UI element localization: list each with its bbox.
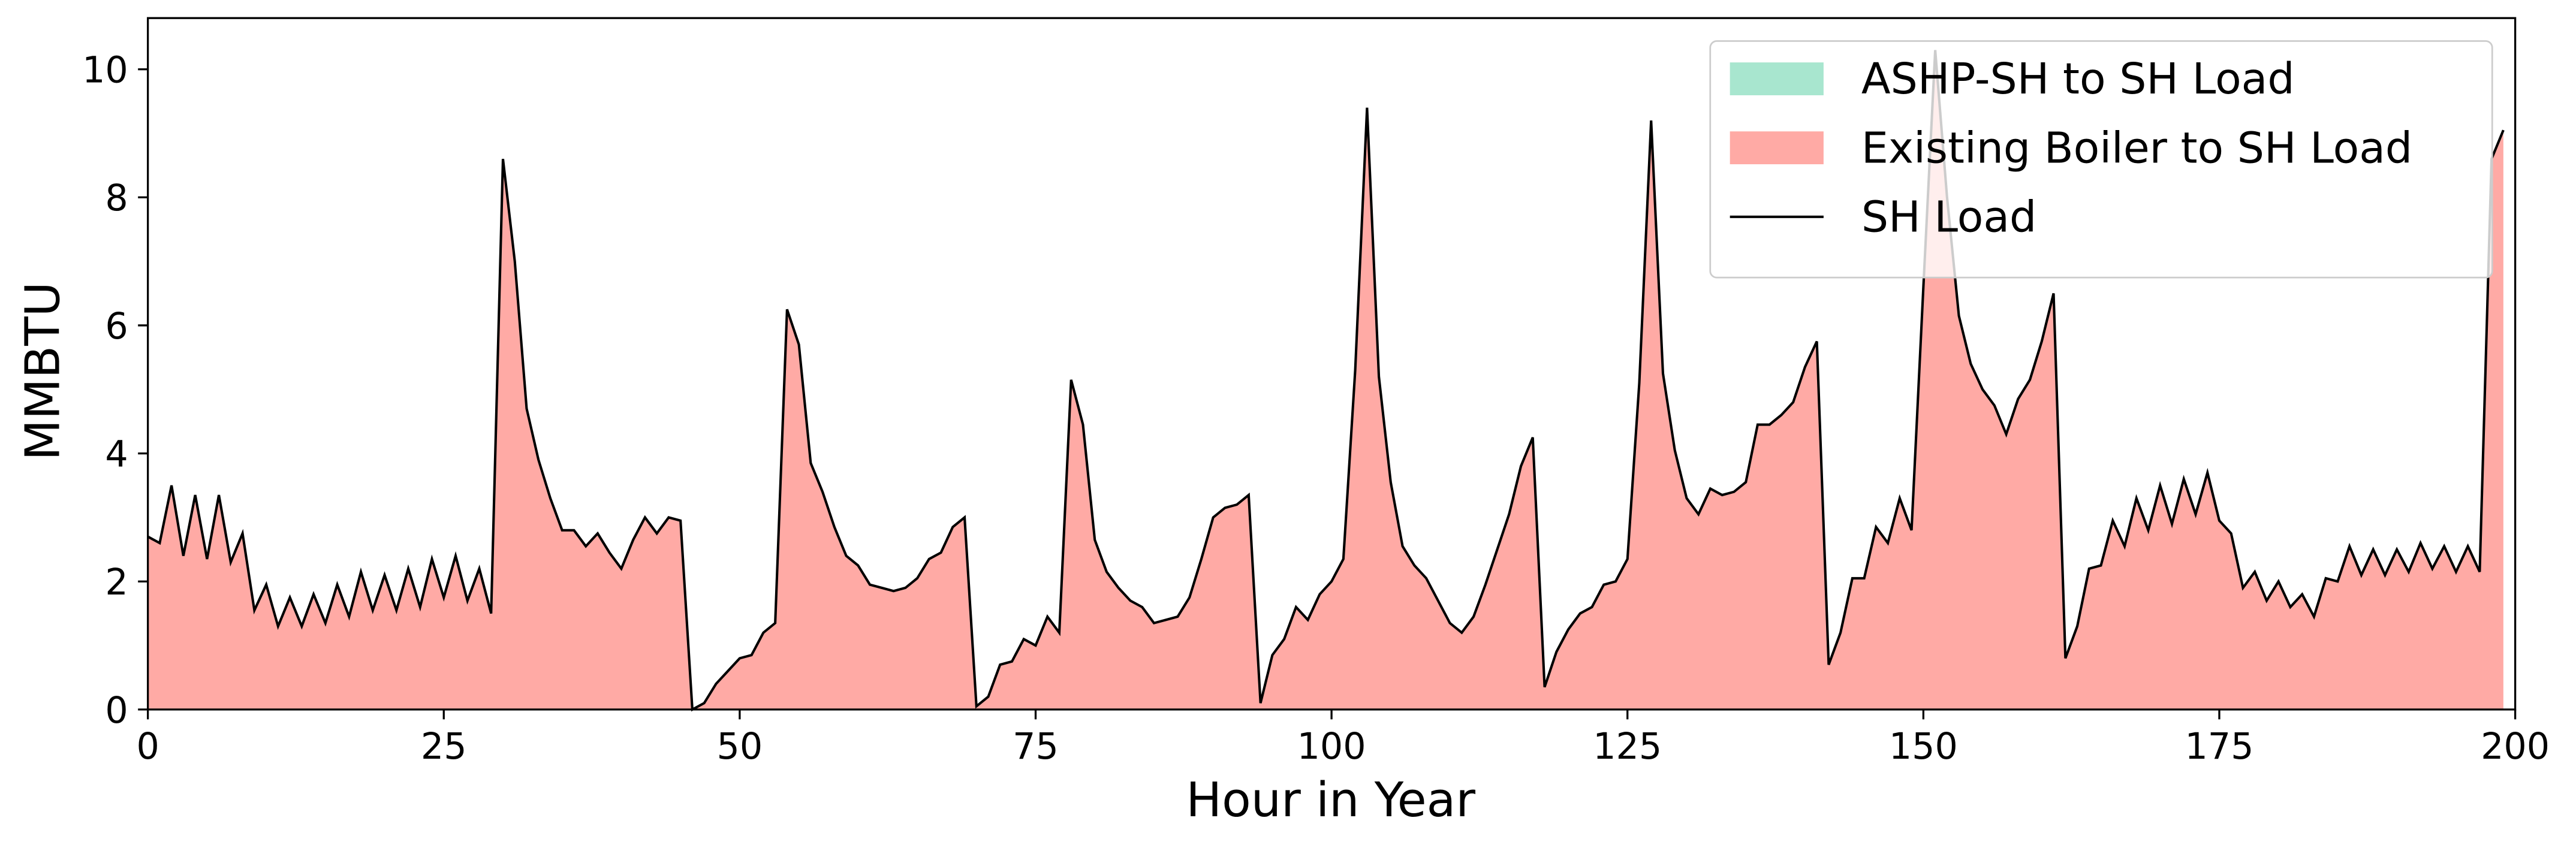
x-tick-label: 150	[1889, 726, 1958, 768]
y-tick-label: 8	[105, 177, 128, 219]
x-tick-label: 50	[717, 726, 763, 768]
legend-swatch	[1730, 62, 1824, 95]
x-tick-label: 175	[2185, 726, 2253, 768]
legend-swatch	[1730, 131, 1824, 165]
x-tick-label: 200	[2481, 726, 2550, 768]
y-axis-label: MMBTU	[15, 282, 71, 460]
legend-label: ASHP-SH to SH Load	[1861, 54, 2295, 104]
y-tick-label: 2	[105, 562, 128, 603]
x-tick-label: 125	[1593, 726, 1662, 768]
x-tick-label: 0	[136, 726, 159, 768]
y-tick-label: 6	[105, 306, 128, 348]
x-axis-label: Hour in Year	[1186, 772, 1475, 828]
legend-label: Existing Boiler to SH Load	[1861, 123, 2412, 173]
y-tick-label: 0	[105, 690, 128, 732]
x-tick-label: 75	[1013, 726, 1059, 768]
legend: ASHP-SH to SH Load Existing Boiler to SH …	[1709, 40, 2493, 279]
x-tick-label: 100	[1297, 726, 1366, 768]
legend-label: SH Load	[1861, 192, 2036, 242]
line	[147, 50, 2505, 712]
y-tick-label: 4	[105, 434, 128, 476]
area	[147, 50, 2503, 710]
legend-frame	[1709, 40, 2493, 279]
y-tick-label: 10	[82, 50, 128, 92]
x-tick-label: 25	[421, 726, 467, 768]
